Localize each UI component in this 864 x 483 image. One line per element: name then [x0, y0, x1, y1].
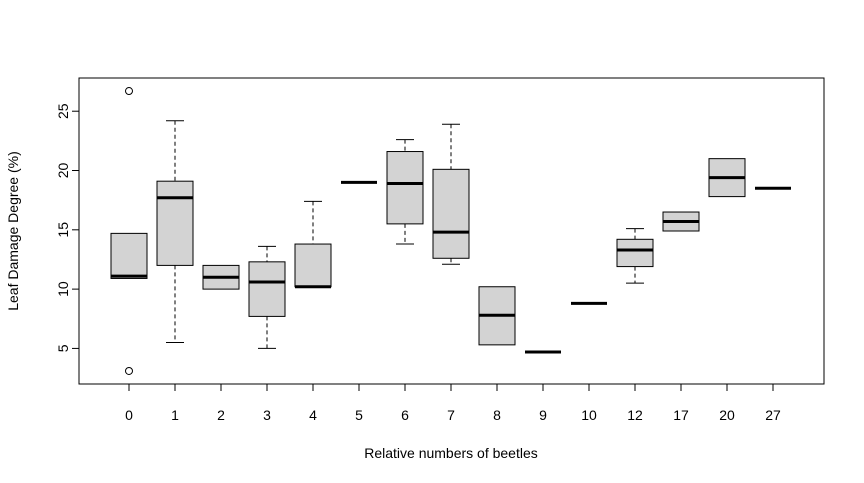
x-tick-label: 6 [401, 407, 409, 423]
box-group-1 [156, 120, 194, 343]
y-axis-title: Leaf Damage Degree (%) [5, 151, 21, 311]
x-axis: 0 1 2 3 4 5 6 7 8 9 10 12 17 20 27 [125, 383, 781, 423]
box-iqr [248, 261, 286, 317]
box-iqr [386, 151, 424, 225]
box-iqr [110, 232, 148, 279]
x-tick-label: 4 [309, 407, 317, 423]
y-tick-label: 15 [55, 222, 71, 238]
box-group-3 [248, 245, 286, 349]
x-tick-label: 9 [539, 407, 547, 423]
x-tick-label: 17 [673, 407, 689, 423]
box-iqr [432, 168, 470, 259]
box-iqr [156, 180, 194, 266]
box-group-8 [478, 286, 516, 346]
x-tick-label: 8 [493, 407, 501, 423]
boxes-layer [110, 87, 791, 375]
box-group-4 [294, 200, 332, 289]
x-tick-label: 27 [765, 407, 781, 423]
x-tick-label: 0 [125, 407, 133, 423]
y-axis: 5 10 15 20 25 [55, 103, 80, 352]
box-group-12 [616, 228, 654, 284]
box-group-0 [110, 87, 148, 375]
y-tick-label: 10 [55, 281, 71, 297]
x-tick-label: 7 [447, 407, 455, 423]
outlier-point [125, 87, 133, 96]
box-iqr [294, 243, 332, 288]
x-tick-label: 5 [355, 407, 363, 423]
x-tick-label: 3 [263, 407, 271, 423]
x-axis-title: Relative numbers of beetles [364, 445, 538, 461]
box-group-6 [386, 139, 424, 245]
x-tick-label: 12 [627, 407, 643, 423]
x-tick-label: 2 [217, 407, 225, 423]
box-group-20 [708, 158, 746, 198]
box-group-2 [202, 264, 240, 290]
x-tick-label: 20 [719, 407, 735, 423]
box-iqr [616, 238, 654, 268]
y-tick-label: 5 [55, 344, 71, 352]
x-tick-label: 10 [581, 407, 597, 423]
outlier-point [125, 366, 133, 375]
y-tick-label: 25 [55, 103, 71, 119]
box-group-7 [432, 123, 470, 265]
x-tick-label: 1 [171, 407, 179, 423]
y-tick-label: 20 [55, 163, 71, 179]
box-group-17 [662, 211, 700, 232]
